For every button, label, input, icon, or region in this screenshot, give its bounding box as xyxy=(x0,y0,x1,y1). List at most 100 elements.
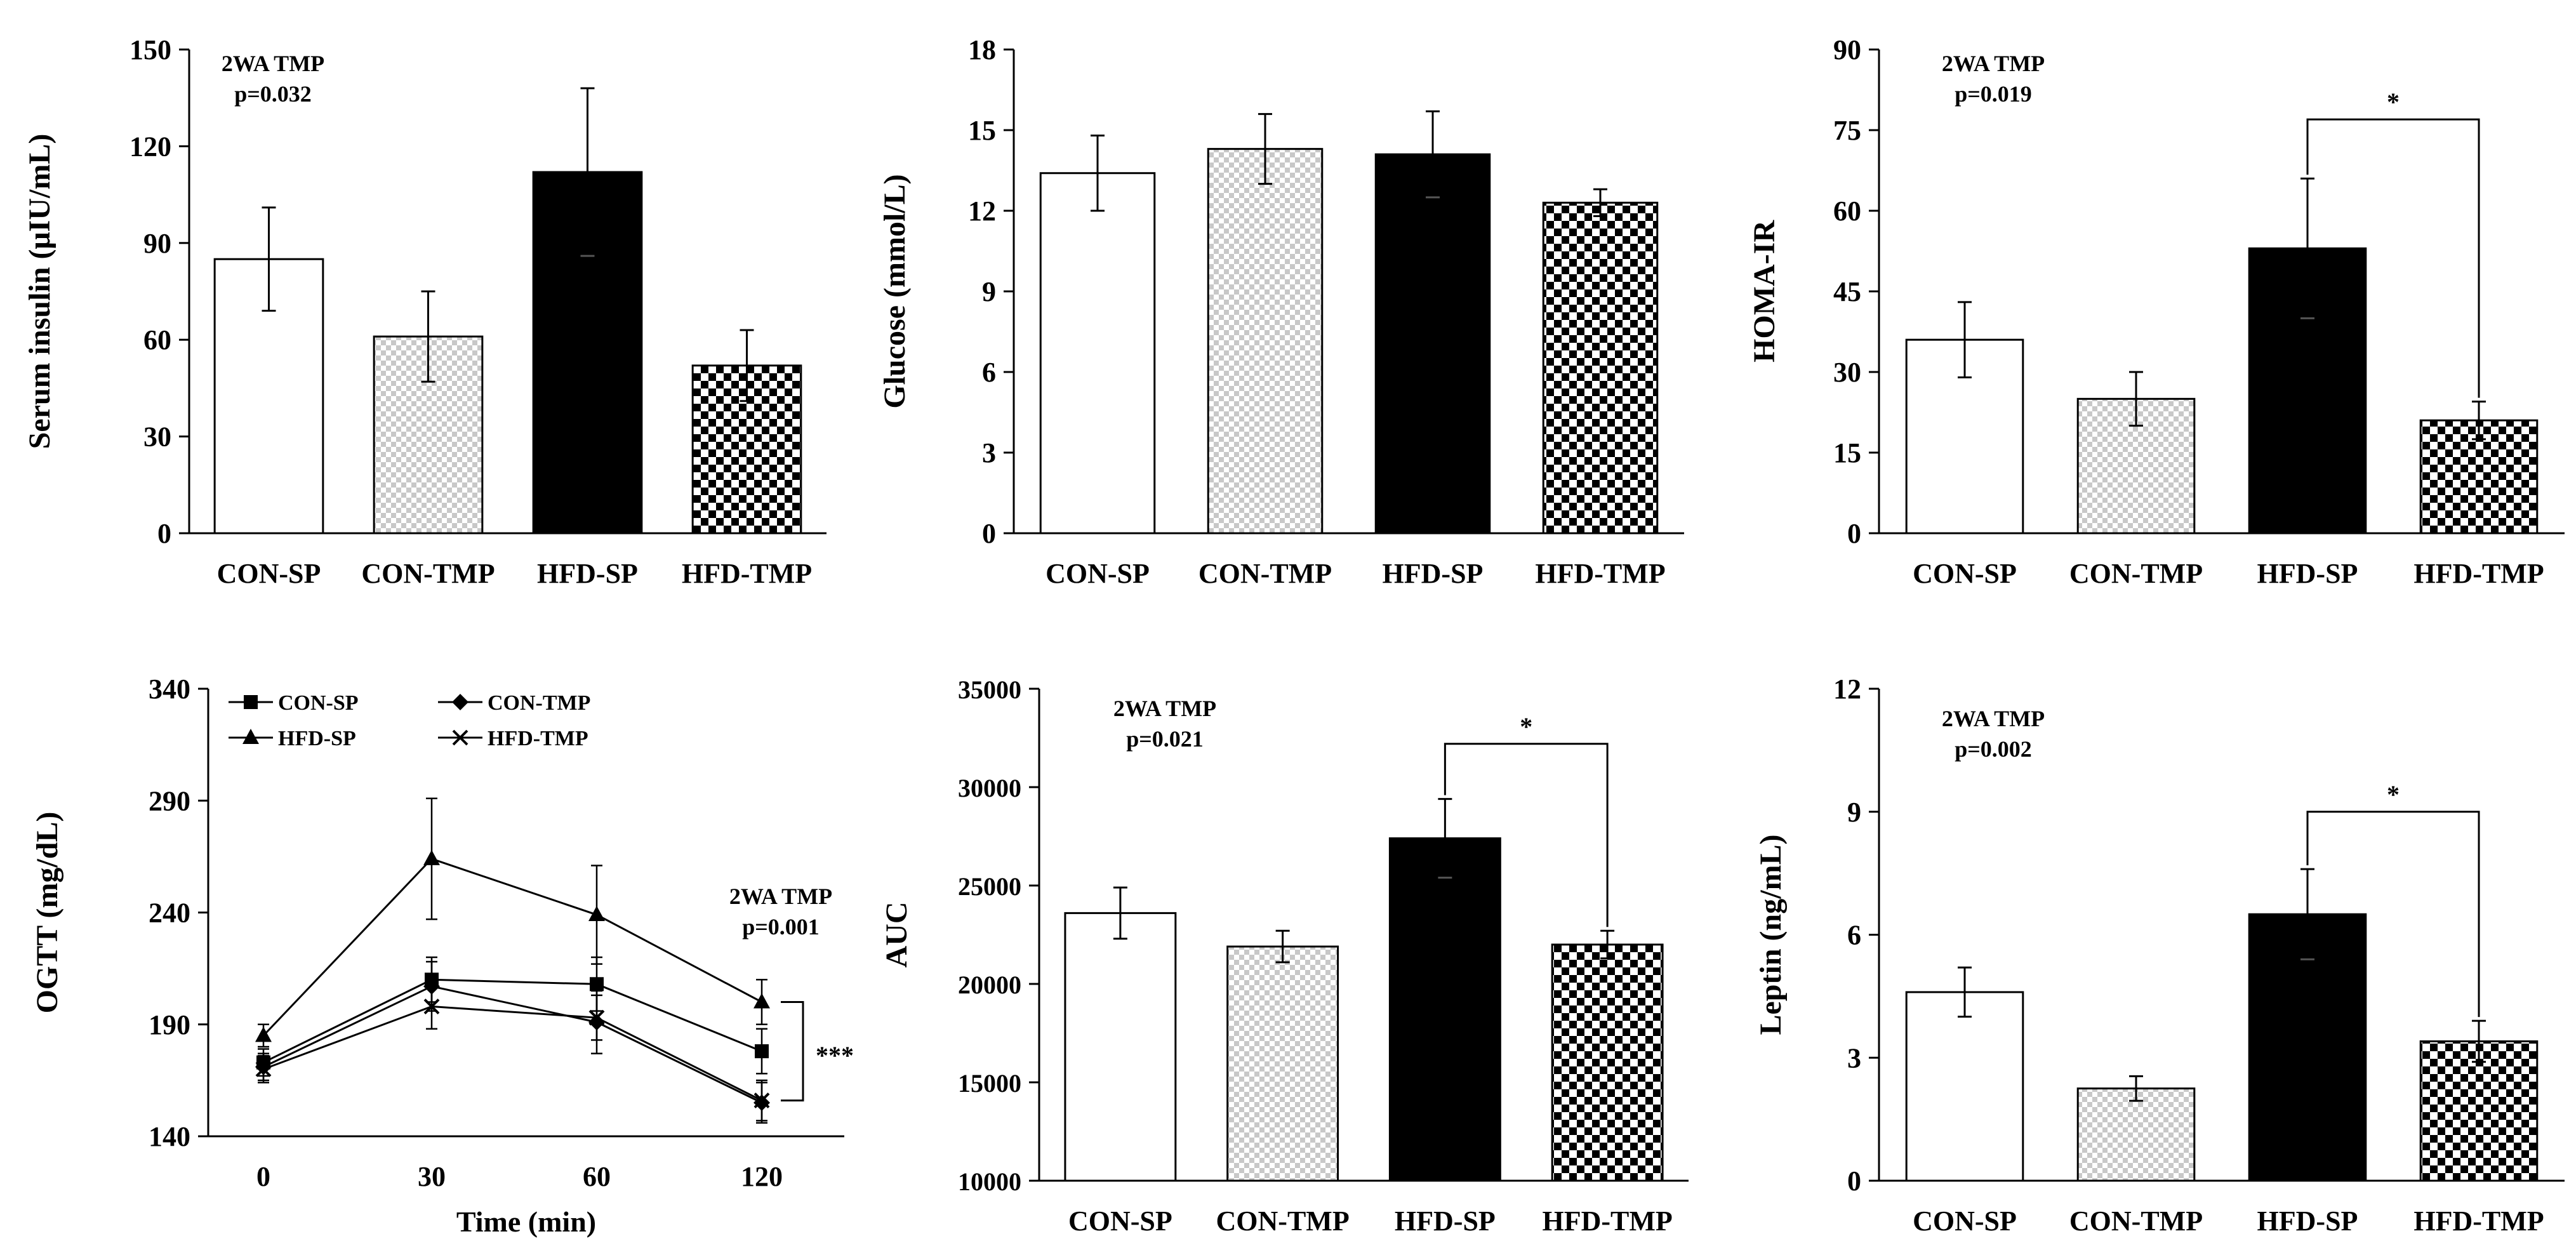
legend-label: HFD-SP xyxy=(278,727,356,750)
x-tick-label: CON-SP xyxy=(217,558,321,589)
y-axis-label: Leptin (ng/mL) xyxy=(1754,834,1788,1035)
annotation-pvalue: p=0.032 xyxy=(234,81,312,107)
bar-con-sp xyxy=(1064,912,1177,1182)
data-point xyxy=(255,1026,272,1042)
annotation-pvalue: p=0.001 xyxy=(742,914,820,939)
y-tick-label: 290 xyxy=(149,785,190,816)
x-axis-label: Time (min) xyxy=(456,1205,596,1238)
bar-hfd-tmp xyxy=(2419,1040,2539,1182)
bar-hfd-tmp xyxy=(1542,201,1659,534)
y-tick-label: 10000 xyxy=(958,1167,1021,1196)
series-line xyxy=(263,1006,762,1101)
series-line xyxy=(263,985,762,1104)
y-tick-label: 190 xyxy=(149,1009,190,1040)
bar-con-sp xyxy=(1905,991,2024,1182)
significance-bracket xyxy=(2306,811,2480,1018)
y-tick-label: 15000 xyxy=(958,1069,1021,1098)
y-tick-label: 30 xyxy=(143,422,171,453)
bar-hfd-tmp xyxy=(1551,943,1664,1182)
x-tick-label: CON-SP xyxy=(1913,558,2017,589)
x-tick-label: CON-TMP xyxy=(1216,1205,1350,1237)
y-tick-label: 60 xyxy=(143,324,171,355)
annotation-title: 2WA TMP xyxy=(729,884,832,909)
series-hfd-tmp xyxy=(255,983,770,1122)
x-tick-label: HFD-TMP xyxy=(682,558,812,589)
significance-label: * xyxy=(2387,88,2400,116)
y-tick-label: 150 xyxy=(129,34,171,65)
significance-bracket xyxy=(781,1001,804,1102)
x-tick-label: CON-TMP xyxy=(2069,558,2203,589)
annotation-pvalue: p=0.019 xyxy=(1955,81,2032,107)
y-tick-label: 60 xyxy=(1833,196,1861,227)
data-point xyxy=(588,906,605,922)
y-axis-label: AUC xyxy=(880,902,913,968)
x-tick-label: CON-TMP xyxy=(1198,558,1332,589)
y-axis-label: HOMA-IR xyxy=(1748,220,1781,362)
data-point xyxy=(754,1092,770,1109)
x-tick-label: HFD-SP xyxy=(537,558,638,589)
data-point xyxy=(423,999,440,1014)
y-tick-label: 140 xyxy=(149,1121,190,1152)
legend-label: CON-SP xyxy=(278,691,359,715)
y-tick-label: 90 xyxy=(1833,34,1861,65)
significance-label: * xyxy=(1520,712,1532,741)
annotation-pvalue: p=0.002 xyxy=(1955,736,2032,762)
series-con-sp xyxy=(256,956,769,1077)
series-line xyxy=(263,978,762,1064)
series-hfd-sp xyxy=(255,797,770,1048)
legend-label: CON-TMP xyxy=(488,691,590,715)
y-tick-label: 30 xyxy=(1833,357,1861,388)
x-tick-label: 30 xyxy=(418,1161,446,1192)
y-tick-label: 0 xyxy=(1847,518,1861,549)
chart-6: 0 3 6 9 12 Leptin (ng/mL) 2WA TMP p=0.002 CON-SP… xyxy=(1754,674,2565,1237)
legend-marker xyxy=(452,729,468,746)
y-tick-label: 15 xyxy=(1833,437,1861,468)
annotation-title: 2WA TMP xyxy=(222,51,324,76)
annotation-title: 2WA TMP xyxy=(1942,706,2045,731)
x-tick-label: 120 xyxy=(741,1161,783,1192)
x-tick-label: 0 xyxy=(256,1161,270,1192)
x-tick-label: CON-SP xyxy=(1068,1205,1172,1237)
bar-con-tmp xyxy=(1207,148,1324,534)
chart-1: 0 30 60 90 120 150 Serum insulin (μIU/mL) 2WA T… xyxy=(23,34,827,589)
data-point xyxy=(755,1044,769,1059)
y-tick-label: 90 xyxy=(143,228,171,259)
x-tick-label: 60 xyxy=(583,1161,611,1192)
y-tick-label: 20000 xyxy=(958,971,1021,999)
y-tick-label: 75 xyxy=(1833,115,1861,146)
x-tick-label: CON-TMP xyxy=(361,558,495,589)
y-tick-label: 0 xyxy=(982,518,996,549)
y-tick-label: 9 xyxy=(1847,797,1861,828)
significance-label: *** xyxy=(816,1041,854,1070)
legend-label: HFD-TMP xyxy=(488,727,588,750)
legend: CON-SP CON-TMP HFD-SP HFD-TMP xyxy=(229,691,590,750)
data-point xyxy=(754,993,770,1009)
y-tick-label: 0 xyxy=(157,518,171,549)
data-point xyxy=(255,1061,272,1077)
series-con-tmp xyxy=(255,960,770,1124)
series-line xyxy=(262,858,762,1037)
chart-3: 0 15 30 45 60 75 90 HOMA-IR 2WA TMP p=0.019 CON-SP… xyxy=(1748,34,2565,589)
x-tick-label: HFD-TMP xyxy=(1542,1205,1672,1237)
y-tick-label: 18 xyxy=(968,34,996,65)
y-tick-label: 30000 xyxy=(958,774,1021,802)
y-axis-label: Glucose (mmol/L) xyxy=(878,174,912,408)
y-tick-label: 3 xyxy=(1847,1042,1861,1073)
x-tick-label: HFD-SP xyxy=(1383,558,1484,589)
y-axis-label: Serum insulin (μIU/mL) xyxy=(23,134,56,449)
bar-hfd-sp xyxy=(1374,153,1491,534)
x-tick-label: CON-TMP xyxy=(2069,1205,2203,1237)
y-tick-label: 15 xyxy=(968,115,996,146)
y-tick-label: 35000 xyxy=(958,675,1021,704)
significance-bracket xyxy=(2306,118,2480,398)
x-tick-label: CON-SP xyxy=(1913,1205,2017,1237)
chart-4: 140 190 240 290 340 OGTT (mg/dL) 2WA TMP p=0.00… xyxy=(30,674,854,1238)
y-tick-label: 240 xyxy=(149,898,190,929)
y-tick-label: 3 xyxy=(982,437,996,468)
y-tick-label: 0 xyxy=(1847,1165,1861,1197)
y-tick-label: 340 xyxy=(149,674,190,705)
x-tick-label: HFD-SP xyxy=(2257,1205,2358,1237)
bar-hfd-sp xyxy=(1388,837,1501,1182)
x-tick-label: HFD-TMP xyxy=(2413,1205,2544,1237)
